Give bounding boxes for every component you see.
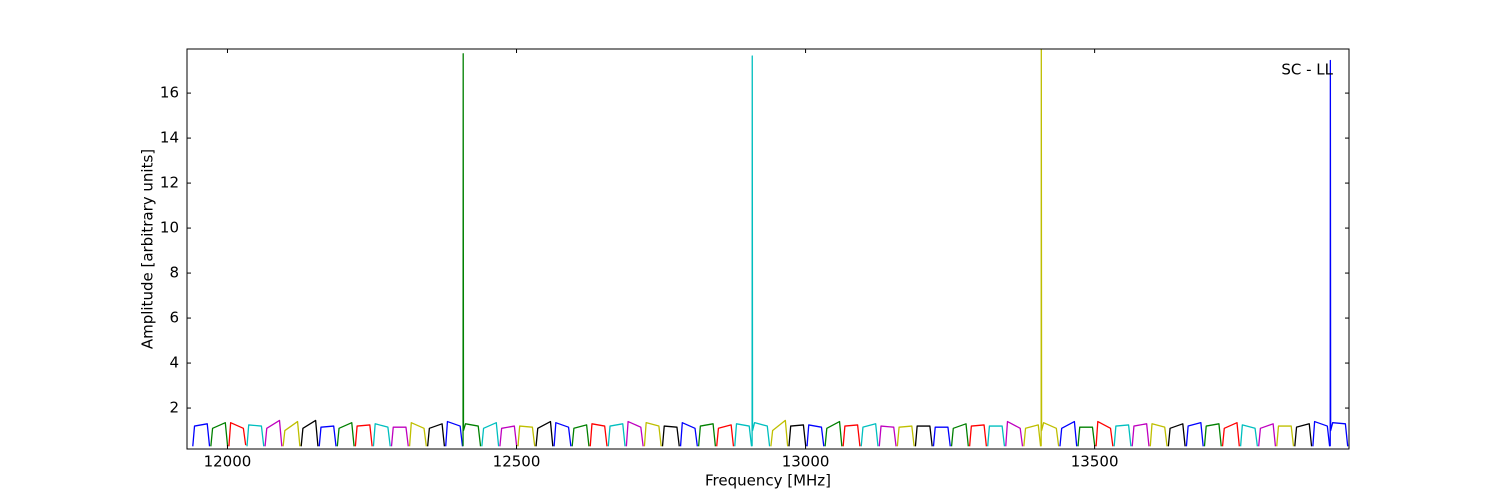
y-axis-label: Amplitude [arbitrary units] <box>139 149 157 349</box>
spectrum-segment <box>264 419 283 447</box>
spectrum-segment <box>1329 59 1349 447</box>
spectrum-segment <box>950 423 969 447</box>
spectrum-segment <box>481 422 500 447</box>
spectrum-segment <box>1059 420 1078 447</box>
spectrum-segment <box>824 420 843 447</box>
spectrum-segment <box>1221 422 1240 447</box>
spectrum-segment <box>914 425 933 447</box>
spectrum-segment <box>1040 49 1060 447</box>
spectrum-segment <box>697 423 717 447</box>
spectrum-segment <box>553 422 572 447</box>
spectrum-segment <box>1167 423 1186 447</box>
y-tick-label: 2 <box>169 399 179 417</box>
spectrum-segment <box>1239 424 1259 447</box>
spectrum-segment <box>1185 422 1204 447</box>
axes: 12000 12500 13000 13500 2 4 6 8 10 12 14 16 <box>160 49 1349 471</box>
spectrum-segment <box>517 425 536 447</box>
spectrum-segment <box>878 425 897 447</box>
spectrum-segment <box>1023 424 1042 447</box>
spectrum-segment <box>1276 425 1295 447</box>
spectrum-segment <box>1312 420 1331 447</box>
x-tick-label: 13500 <box>1071 453 1119 471</box>
plot-area <box>192 49 1349 447</box>
spectrum-segment <box>1294 423 1313 447</box>
spectrum-segment <box>246 424 265 447</box>
y-tick-label: 4 <box>169 354 179 372</box>
y-tick-label: 6 <box>169 309 179 327</box>
x-axis-label: Frequency [MHz] <box>705 472 831 490</box>
x-tick-label: 12000 <box>204 453 252 471</box>
spectrum-segment <box>354 424 373 447</box>
x-tick-label: 13000 <box>782 453 830 471</box>
spectrum-segment <box>1258 423 1277 447</box>
spectrum-segment <box>571 424 590 447</box>
y-tick-label: 16 <box>160 84 179 102</box>
spectrum-segment <box>1131 423 1150 447</box>
spectrum-segment <box>336 422 355 447</box>
spectrum-segment <box>462 53 482 447</box>
spectrum-segment <box>589 423 608 447</box>
spectrum-segment <box>968 424 988 447</box>
y-tick-label: 14 <box>160 129 179 147</box>
spectrum-segment <box>932 426 951 447</box>
annotation: SC - LL <box>1281 61 1333 79</box>
spectrum-segment <box>661 425 680 447</box>
spectrum-segment <box>372 423 391 447</box>
spectrum-segment <box>192 423 211 447</box>
spectrum-segment <box>499 425 518 447</box>
spectrum-segment <box>679 422 698 447</box>
spectrum-segment <box>734 423 753 447</box>
spectrum-segment <box>426 423 446 447</box>
spectrum-segment <box>716 424 735 447</box>
spectrum-segment <box>1203 423 1222 447</box>
spectrum-segment <box>770 419 789 447</box>
y-tick-label: 10 <box>160 219 179 237</box>
axes-frame <box>186 48 1350 450</box>
spectrum-segment <box>535 420 554 447</box>
spectrum-segment <box>806 424 825 447</box>
spectrum-segment <box>318 425 337 447</box>
spectrum-segment <box>1077 426 1096 447</box>
spectrum-segment <box>625 420 644 447</box>
x-tick-label: 12500 <box>493 453 541 471</box>
spectrum-segment <box>607 423 626 447</box>
y-tick-label: 12 <box>160 174 179 192</box>
spectrum-segment <box>210 422 229 447</box>
spectrum-segment <box>1095 420 1114 447</box>
y-tick-label: 8 <box>169 264 179 282</box>
spectrum-segment <box>408 422 427 447</box>
spectrum-segment <box>842 424 861 447</box>
spectrum-segment <box>643 422 662 447</box>
spectrum-segment <box>788 424 807 447</box>
spectrum-segment <box>1005 420 1024 447</box>
spectrum-segment <box>751 55 771 447</box>
spectrum-segment <box>300 419 319 447</box>
spectrum-segment <box>860 423 879 447</box>
spectrum-segment <box>282 420 301 447</box>
spectrum-segment <box>445 420 464 447</box>
spectrum-segment <box>390 426 409 447</box>
spectrum-segment <box>1113 424 1132 447</box>
spectrum-segment <box>228 422 247 447</box>
spectrum-segment <box>1149 423 1168 447</box>
spectrum-segment <box>987 425 1006 447</box>
spectrum-segment <box>896 425 915 447</box>
